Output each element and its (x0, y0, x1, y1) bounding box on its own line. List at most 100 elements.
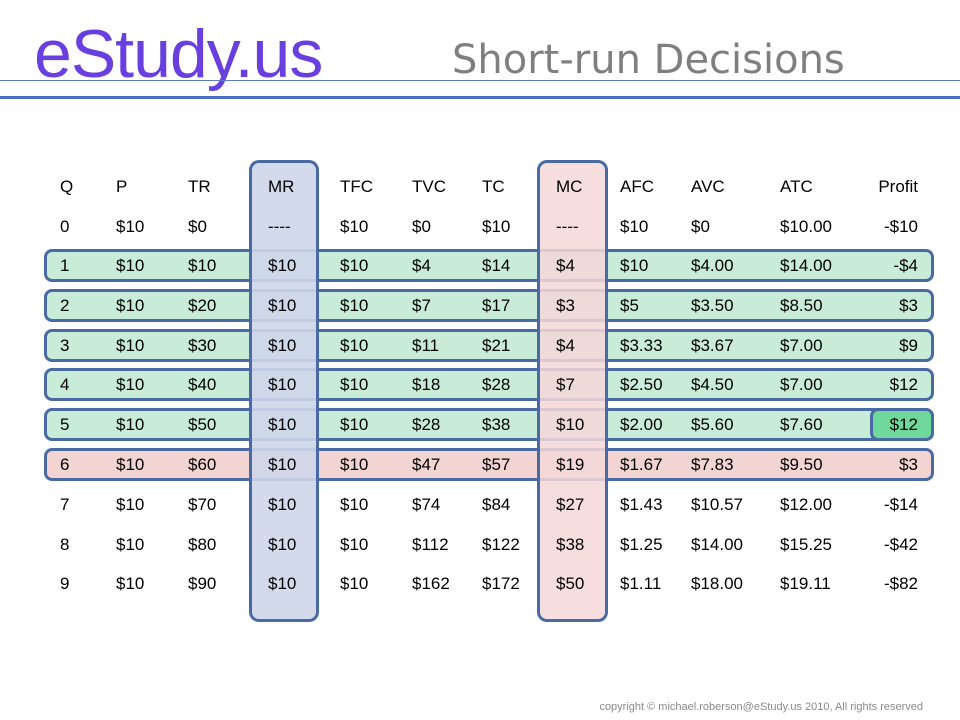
row-band-q6 (44, 448, 934, 481)
table-cell: $10 (340, 535, 369, 554)
table-cell: ---- (556, 217, 579, 236)
table-cell: $10 (268, 495, 297, 514)
table-cell: $5 (620, 296, 639, 315)
max-profit-highlight (870, 408, 934, 441)
table-cell: ---- (268, 217, 291, 236)
table-cell: $10 (340, 217, 369, 236)
table-cell: $10 (116, 336, 145, 355)
table-cell: $162 (412, 574, 450, 593)
table-cell: $7.60 (780, 415, 823, 434)
table-cell: $0 (188, 217, 207, 236)
mc-column-highlight (537, 160, 608, 622)
slide-title: Short-run Decisions (452, 37, 845, 83)
table-cell: $10 (116, 455, 145, 474)
table-cell: $14.00 (780, 256, 832, 275)
table-cell: $1.43 (620, 495, 663, 514)
table-cell: $21 (482, 336, 511, 355)
table-cell: $3 (556, 296, 575, 315)
table-cell: $38 (556, 535, 585, 554)
table-cell: $11 (412, 336, 440, 355)
table-cell: $14 (482, 256, 511, 275)
table-cell: $112 (412, 535, 449, 554)
table-cell: $122 (482, 535, 520, 554)
table-cell: $10 (268, 455, 297, 474)
table-cell: $10 (620, 217, 649, 236)
table-cell: $9.50 (780, 455, 823, 474)
table-cell: $3 (899, 455, 918, 474)
table-cell: $4.00 (691, 256, 734, 275)
table-cell: $19 (556, 455, 585, 474)
table-cell: $7.00 (780, 375, 823, 394)
table-cell: 0 (60, 217, 70, 236)
table-cell: $15.25 (780, 535, 832, 554)
column-header-p: P (116, 177, 128, 196)
table-cell: $10 (340, 415, 369, 434)
table-cell: $10 (482, 217, 511, 236)
logo: eStudy.us (34, 16, 323, 92)
table-cell: -$10 (883, 217, 918, 236)
table-cell: $90 (188, 574, 217, 593)
column-header-mc: MC (556, 177, 583, 196)
table-cell: $40 (188, 375, 217, 394)
table-cell: $10 (268, 535, 297, 554)
table-row: 7 $10 $70 $10 $10 $74 $84 $27 $1.43 $10.57 $12.00 -… (0, 489, 960, 521)
table-cell: $10 (268, 375, 297, 394)
table-cell: -$82 (883, 574, 918, 593)
table-cell: $12.00 (780, 495, 832, 514)
table-cell: $38 (482, 415, 511, 434)
table-cell: $5.60 (691, 415, 734, 434)
table-row: 1 $10 $10 $10 $10 $4 $14 $4 $10 $4.00 $14.00 -$4 (0, 250, 960, 282)
table-cell: $10 (340, 375, 369, 394)
column-header-atc: ATC (780, 177, 813, 196)
table-row: 2 $10 $20 $10 $10 $7 $17 $3 $5 $3.50 $8.50 $3 (0, 290, 960, 322)
column-header-q: Q (60, 177, 74, 196)
table-cell: $84 (482, 495, 511, 514)
table-cell: $7.00 (780, 336, 823, 355)
table-cell: $28 (412, 415, 441, 434)
table-cell: $10 (116, 415, 145, 434)
row-band-q5 (44, 408, 934, 441)
table-cell: 5 (60, 415, 70, 434)
column-header-mr: MR (268, 177, 295, 196)
table-cell: 7 (60, 495, 70, 514)
table-cell: 3 (60, 336, 70, 355)
table-cell: 6 (60, 455, 70, 474)
table-cell: $10.00 (780, 217, 832, 236)
table-cell: $10 (340, 495, 369, 514)
table-row: 6 $10 $60 $10 $10 $47 $57 $19 $1.67 $7.83 $9.50 $3 (0, 449, 960, 481)
table-row: 9 $10 $90 $10 $10 $162 $172 $50 $1.11 $18.00 $19.1… (0, 568, 960, 600)
table-cell: $3.50 (691, 296, 734, 315)
table-cell: $4.50 (691, 375, 734, 394)
table-cell: $80 (188, 535, 217, 554)
table-cell: $50 (556, 574, 585, 593)
table-cell: $27 (556, 495, 585, 514)
column-header-tc: TC (482, 177, 505, 196)
table-cell: -$14 (883, 495, 918, 514)
table-cell: $4 (556, 256, 575, 275)
table-cell: $2.50 (620, 375, 663, 394)
table-cell: $10 (116, 535, 145, 554)
table-cell: $47 (412, 455, 441, 474)
table-cell: $7.83 (691, 455, 734, 474)
table-cell: $18 (412, 375, 441, 394)
table-cell: $57 (482, 455, 511, 474)
table-cell: $3.33 (620, 336, 663, 355)
table-row: 8 $10 $80 $10 $10 $112 $122 $38 $1.25 $14.00 $15.2… (0, 529, 960, 561)
table-cell: $9 (899, 336, 918, 355)
table-cell: 8 (60, 535, 70, 554)
table-cell: $10 (116, 375, 145, 394)
table-cell: $12 (889, 375, 918, 394)
table-cell: $20 (188, 296, 217, 315)
table-row: 3 $10 $30 $10 $10 $11 $21 $4 $3.33 $3.67 $7.00 $9 (0, 330, 960, 362)
table-cell: 1 (60, 256, 70, 275)
table-cell: $10 (268, 256, 297, 275)
header-rule-thin (0, 80, 960, 81)
table-cell: $0 (691, 217, 710, 236)
table-cell: $10 (188, 256, 217, 275)
table-cell: $3 (899, 296, 918, 315)
column-header-avc: AVC (691, 177, 725, 196)
row-band-q4 (44, 368, 934, 401)
table-cell: $1.67 (620, 455, 663, 474)
table-cell: $7 (412, 296, 431, 315)
table-cell: $30 (188, 336, 217, 355)
